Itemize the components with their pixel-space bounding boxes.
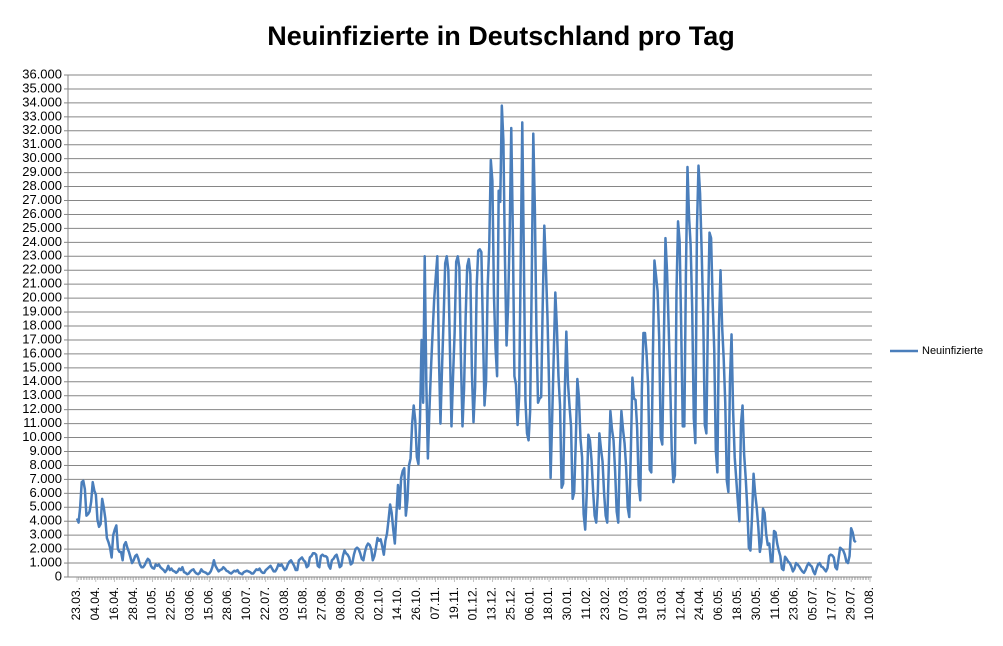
y-tick-label: 10.000 [22,429,62,444]
x-tick-label: 13.12. [485,587,499,620]
x-tick-label: 29.07. [843,587,857,620]
x-tick-label: 10.08. [862,587,876,620]
y-tick-label: 20.000 [22,290,62,305]
y-tick-label: 22.000 [22,262,62,277]
x-tick-label: 06.05. [711,587,725,620]
x-tick-label: 18.01. [541,587,555,620]
x-tick-label: 24.04. [692,587,706,620]
x-tick-label: 19.03. [636,587,650,620]
x-tick-label: 02.10. [371,587,385,620]
y-tick-label: 34.000 [22,94,62,109]
y-tick-label: 15.000 [22,359,62,374]
x-tick-label: 06.01. [522,587,536,620]
y-tick-label: 32.000 [22,122,62,137]
y-tick-label: 23.000 [22,248,62,263]
y-tick-label: 6.000 [29,485,62,500]
y-tick-label: 9.000 [29,443,62,458]
y-tick-label: 3.000 [29,527,62,542]
x-tick-label: 08.09. [334,587,348,620]
y-tick-label: 30.000 [22,150,62,165]
x-tick-label: 05.07. [806,587,820,620]
y-tick-label: 35.000 [22,80,62,95]
x-tick-label: 30.05. [749,587,763,620]
y-tick-label: 14.000 [22,373,62,388]
x-tick-label: 27.08. [315,587,329,620]
y-tick-label: 27.000 [22,192,62,207]
x-tick-label: 10.07. [239,587,253,620]
x-tick-label: 17.07. [824,587,838,620]
y-tick-label: 26.000 [22,206,62,221]
x-tick-label: 20.09. [352,587,366,620]
y-tick-label: 13.000 [22,387,62,402]
y-tick-label: 18.000 [22,317,62,332]
x-tick-label: 15.06. [201,587,215,620]
x-tick-label: 01.12. [466,587,480,620]
x-tick-label: 28.04. [126,587,140,620]
x-tick-label: 25.12. [503,587,517,620]
y-tick-label: 33.000 [22,108,62,123]
y-tick-label: 25.000 [22,220,62,235]
y-tick-label: 29.000 [22,164,62,179]
x-tick-label: 23.06. [787,587,801,620]
chart-title: Neuinfizierte in Deutschland pro Tag [267,21,735,51]
x-tick-label: 07.03. [617,587,631,620]
x-tick-label: 07.11. [428,587,442,619]
y-tick-label: 2.000 [29,541,62,556]
x-tick-label: 11.06. [768,587,782,619]
y-tick-label: 21.000 [22,276,62,291]
y-tick-label: 36.000 [22,66,62,81]
x-tick-label: 22.05. [164,587,178,620]
x-tick-label: 11.02. [579,587,593,619]
y-tick-label: 8.000 [29,457,62,472]
y-tick-label: 19.000 [22,303,62,318]
data-line [75,104,857,576]
x-tick-label: 04.04. [88,587,102,620]
x-tick-label: 15.08. [296,587,310,620]
y-tick-label: 5.000 [29,499,62,514]
x-tick-label: 18.05. [730,587,744,620]
y-tick-label: 4.000 [29,513,62,528]
y-tick-label: 1.000 [29,554,62,569]
y-tick-label: 24.000 [22,234,62,249]
y-tick-label: 11.000 [23,415,62,430]
x-tick-label: 30.01. [560,587,574,620]
y-tick-label: 0 [55,568,62,583]
x-tick-label: 31.03. [654,587,668,620]
x-tick-label: 16.04. [107,587,121,620]
x-tick-label: 14.10. [390,587,404,620]
x-tick-label: 23.02. [598,587,612,620]
x-tick-label: 22.07. [258,587,272,620]
x-tick-label: 03.08. [277,587,291,620]
y-tick-label: 28.000 [22,178,62,193]
y-tick-label: 12.000 [22,401,62,416]
x-tick-label: 19.11. [447,587,461,619]
y-tick-label: 17.000 [22,331,62,346]
y-tick-label: 31.000 [22,136,62,151]
x-tick-label: 26.10. [409,587,423,620]
legend-label: Neuinfizierte [922,345,983,357]
y-tick-label: 7.000 [29,471,62,486]
x-tick-label: 03.06. [182,587,196,620]
x-tick-label: 28.06. [220,587,234,620]
y-tick-label: 16.000 [22,345,62,360]
x-tick-label: 10.05. [145,587,159,620]
x-tick-label: 23.03. [69,587,83,620]
x-tick-label: 12.04. [673,587,687,620]
